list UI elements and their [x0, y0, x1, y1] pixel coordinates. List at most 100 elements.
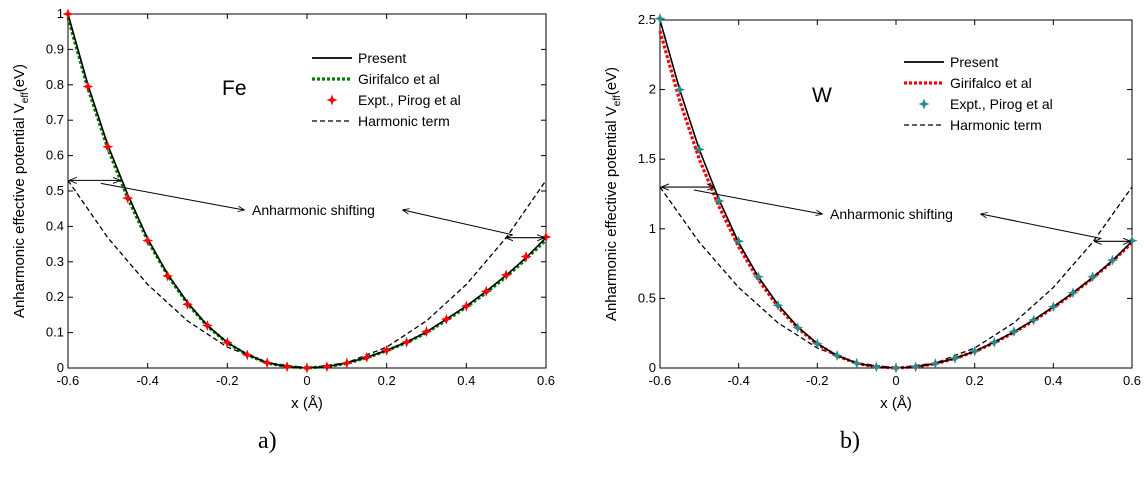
expt-point [693, 144, 705, 155]
expt-point [301, 362, 313, 374]
x-tick-label: -0.6 [649, 373, 671, 388]
x-tick-label: 0.6 [1123, 373, 1141, 388]
expt-point [381, 344, 393, 356]
y-tick-label: 2 [649, 82, 656, 97]
expt-point [540, 231, 552, 243]
y-tick-label: 0 [649, 360, 656, 375]
x-tick-label: 0.4 [457, 373, 475, 388]
legend-girifalco-label: Girifalco et al [950, 75, 1032, 91]
legend-expt-label: Expt., Pirog et al [950, 96, 1053, 112]
y-axis-symbol: V [603, 106, 620, 116]
legend-expt-label: Expt., Pirog et al [358, 92, 461, 108]
annotation-pointer-left [100, 182, 244, 210]
legend-girifalco-label: Girifalco et al [358, 71, 440, 87]
legend-harmonic-label: Harmonic term [358, 113, 450, 129]
expt-point [1008, 326, 1020, 337]
y-axis-unit: (eV) [603, 67, 620, 95]
x-tick-label: -0.2 [806, 373, 828, 388]
y-tick-label: 1 [57, 6, 64, 21]
expt-point [62, 8, 74, 20]
expt-point [281, 361, 293, 373]
expt-point [460, 300, 472, 312]
legend-expt-marker [918, 98, 930, 110]
expt-point [929, 358, 941, 369]
expt-point [1047, 301, 1059, 313]
expt-point [440, 313, 452, 325]
x-tick-label: -0.4 [727, 373, 749, 388]
expt-point [122, 192, 134, 204]
panel-caption-b: b) [840, 428, 860, 454]
expt-point [988, 336, 1000, 348]
x-tick-label: 0.6 [537, 373, 555, 388]
y-axis-unit: (eV) [11, 64, 28, 92]
expt-point [1067, 287, 1079, 299]
expt-point [142, 235, 154, 247]
y-tick-label: 0.5 [46, 183, 64, 198]
expt-point [831, 350, 843, 361]
element-label: Fe [222, 77, 247, 100]
expt-point [162, 270, 174, 282]
expt-point [654, 13, 666, 25]
annotation-pointer-right [403, 210, 513, 236]
expt-point [949, 352, 961, 364]
expt-point [811, 338, 823, 350]
x-tick-label: -0.2 [216, 373, 238, 388]
expt-point [792, 322, 804, 334]
legend-present-label: Present [950, 54, 998, 70]
expt-point [870, 361, 882, 373]
y-axis-symbol: V [11, 103, 28, 113]
x-tick-label: 0 [303, 373, 310, 388]
series-girifalco-line [66, 17, 548, 370]
panel-caption-a: a) [258, 428, 277, 454]
expt-point [733, 235, 745, 247]
x-tick-label: -0.6 [57, 373, 79, 388]
y-tick-label: 0.4 [46, 218, 64, 233]
expt-point [674, 84, 686, 96]
expt-point [241, 349, 253, 361]
series-harmonic-line [659, 186, 1133, 369]
annotation-pointer-right [981, 214, 1101, 239]
expt-point [520, 251, 532, 262]
x-axis-label: x (Å) [880, 395, 912, 412]
expt-point [361, 351, 373, 363]
expt-point [851, 357, 863, 369]
expt-point [1126, 235, 1138, 247]
expt-point [1087, 271, 1099, 283]
y-tick-label: 0.5 [638, 290, 656, 305]
annotation-text: Anharmonic shifting [830, 206, 953, 222]
x-tick-label: 0.2 [966, 373, 984, 388]
annotation-text: Anharmonic shifting [252, 202, 375, 218]
expt-point [421, 326, 432, 337]
expt-point [500, 269, 512, 281]
fe-chart-svg: -0.6 -0.4 -0.2 0 0.2 0.4 0.6 0 0.1 0.2 0.3 0.4 0.5 0.… [11, 6, 555, 412]
expt-point [910, 361, 922, 373]
expt-point [713, 195, 725, 207]
legend-harmonic-label: Harmonic term [950, 117, 1042, 133]
annotation-pointer-left [693, 189, 822, 214]
expt-point [182, 298, 193, 310]
series-girifalco-line [658, 30, 1134, 370]
x-axis-label: x (Å) [291, 395, 323, 412]
expt-point [480, 285, 492, 297]
y-tick-label: 0.3 [46, 254, 64, 269]
expt-point [82, 81, 94, 93]
chart-panel-w: -0.6 -0.4 -0.2 0 0.2 0.4 0.6 0 0.5 1 1.5 2 2.5 x (Å) A… [572, 0, 1144, 481]
expt-point [772, 299, 784, 311]
y-tick-label: 0.1 [46, 325, 64, 340]
chart-panel-fe: -0.6 -0.4 -0.2 0 0.2 0.4 0.6 0 0.1 0.2 0.3 0.4 0.5 0.… [11, 6, 555, 454]
plot-frame [659, 19, 1133, 369]
expt-point [341, 357, 353, 369]
y-tick-label: 0.2 [46, 289, 64, 304]
y-axis-subscript: eff [612, 95, 623, 106]
expt-point [969, 345, 981, 357]
y-axis-label: Anharmonic effective potential Veff(eV) [603, 67, 623, 321]
expt-point [1106, 254, 1118, 266]
expt-point [261, 357, 273, 369]
y-tick-label: 0.8 [46, 77, 64, 92]
series-present-line [659, 19, 1133, 369]
expt-point [102, 141, 114, 153]
y-tick-label: 1.5 [638, 151, 656, 166]
expt-point [1028, 314, 1040, 326]
y-axis-label-text: Anharmonic effective potential [11, 113, 28, 318]
x-tick-label: -0.4 [136, 373, 158, 388]
